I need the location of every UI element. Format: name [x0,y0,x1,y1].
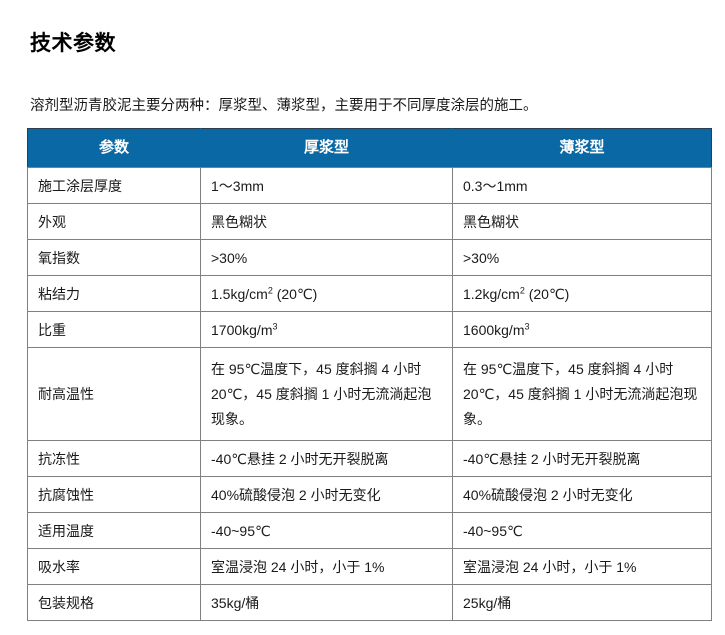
cell-thick-appearance: 黑色糊状 [200,203,453,240]
adhesion-thick-superscript: 2 [267,284,273,295]
column-header-thin-type: 薄浆型 [452,128,712,168]
table-row: 抗冻性 -40℃悬挂 2 小时无开裂脱离 -40℃悬挂 2 小时无开裂脱离 [27,440,712,477]
table-row: 比重 1700kg/m3 1600kg/m3 [27,311,712,348]
row-label-specific-gravity: 比重 [27,311,201,348]
row-label-corrosion-resistance: 抗腐蚀性 [27,476,201,513]
table-row: 包装规格 35kg/桶 25kg/桶 [27,584,712,621]
row-label-freeze-resistance: 抗冻性 [27,440,201,477]
gravity-thin-superscript: 3 [524,320,530,331]
gravity-thick-superscript: 3 [272,320,278,331]
cell-thick-packaging: 35kg/桶 [200,584,453,621]
cell-thin-heat-resistance: 在 95℃温度下，45 度斜搁 4 小时 20℃，45 度斜搁 1 小时无流淌起… [452,347,712,441]
row-label-oxygen-index: 氧指数 [27,239,201,276]
cell-thin-specific-gravity: 1600kg/m3 [452,311,712,348]
cell-thick-coating-thickness: 1～3mm [200,167,453,204]
row-label-water-absorption: 吸水率 [27,548,201,585]
column-header-thick-type: 厚浆型 [200,128,453,168]
cell-thin-appearance: 黑色糊状 [452,203,712,240]
table-row: 耐高温性 在 95℃温度下，45 度斜搁 4 小时 20℃，45 度斜搁 1 小… [27,347,712,441]
cell-thin-adhesion: 1.2kg/cm2 (20℃) [452,275,712,312]
cell-thin-oxygen-index: >30% [452,239,712,276]
cell-thin-freeze-resistance: -40℃悬挂 2 小时无开裂脱离 [452,440,712,477]
row-label-service-temperature: 适用温度 [27,512,201,549]
technical-parameters-table: 参数 厚浆型 薄浆型 施工涂层厚度 1～3mm 0.3～1mm 外观 黑色糊状 … [27,128,712,621]
cell-thick-service-temperature: -40~95℃ [200,512,453,549]
row-label-appearance: 外观 [27,203,201,240]
cell-thin-packaging: 25kg/桶 [452,584,712,621]
cell-thick-heat-resistance: 在 95℃温度下，45 度斜搁 4 小时 20℃，45 度斜搁 1 小时无流淌起… [200,347,453,441]
row-label-adhesion: 粘结力 [27,275,201,312]
cell-thin-service-temperature: -40~95℃ [452,512,712,549]
cell-thick-water-absorption: 室温浸泡 24 小时，小于 1% [200,548,453,585]
table-row: 粘结力 1.5kg/cm2 (20℃) 1.2kg/cm2 (20℃) [27,275,712,312]
cell-thin-corrosion-resistance: 40%硫酸侵泡 2 小时无变化 [452,476,712,513]
cell-thin-water-absorption: 室温浸泡 24 小时，小于 1% [452,548,712,585]
intro-paragraph: 溶剂型沥青胶泥主要分两种：厚浆型、薄浆型，主要用于不同厚度涂层的施工。 [30,97,538,114]
adhesion-thick-suffix: (20℃) [272,285,318,302]
gravity-thin-prefix: 1600kg/m [463,321,525,338]
table-row: 氧指数 >30% >30% [27,239,712,276]
table-row: 适用温度 -40~95℃ -40~95℃ [27,512,712,549]
table-row: 抗腐蚀性 40%硫酸侵泡 2 小时无变化 40%硫酸侵泡 2 小时无变化 [27,476,712,513]
adhesion-thick-prefix: 1.5kg/cm [211,285,268,302]
adhesion-thin-suffix: (20℃) [524,285,570,302]
table-row: 吸水率 室温浸泡 24 小时，小于 1% 室温浸泡 24 小时，小于 1% [27,548,712,585]
column-header-parameter: 参数 [27,128,201,168]
cell-thin-coating-thickness: 0.3～1mm [452,167,712,204]
table-header: 参数 厚浆型 薄浆型 [27,128,712,168]
table-row: 外观 黑色糊状 黑色糊状 [27,203,712,240]
row-label-packaging: 包装规格 [27,584,201,621]
adhesion-thin-prefix: 1.2kg/cm [463,285,520,302]
table-header-row: 参数 厚浆型 薄浆型 [27,128,712,168]
cell-thick-freeze-resistance: -40℃悬挂 2 小时无开裂脱离 [200,440,453,477]
row-label-heat-resistance: 耐高温性 [27,347,201,441]
cell-thick-oxygen-index: >30% [200,239,453,276]
cell-thick-specific-gravity: 1700kg/m3 [200,311,453,348]
cell-thick-corrosion-resistance: 40%硫酸侵泡 2 小时无变化 [200,476,453,513]
cell-thick-adhesion: 1.5kg/cm2 (20℃) [200,275,453,312]
table-body: 施工涂层厚度 1～3mm 0.3～1mm 外观 黑色糊状 黑色糊状 氧指数 >3… [27,167,712,621]
row-label-coating-thickness: 施工涂层厚度 [27,167,201,204]
table-row: 施工涂层厚度 1～3mm 0.3～1mm [27,167,712,204]
gravity-thick-prefix: 1700kg/m [211,321,273,338]
page-title: 技术参数 [30,32,116,56]
spec-table-container: 参数 厚浆型 薄浆型 施工涂层厚度 1～3mm 0.3～1mm 外观 黑色糊状 … [27,128,712,621]
adhesion-thin-superscript: 2 [519,284,525,295]
